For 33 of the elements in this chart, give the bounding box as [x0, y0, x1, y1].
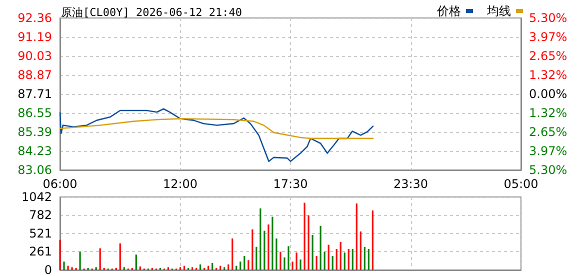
- y-tick-label: 92.36: [18, 11, 52, 25]
- chart-title: 原油[CL00Y] 2026-06-12 21:40: [61, 6, 242, 19]
- x-tick-label: 17:30: [273, 177, 308, 191]
- y-tick-label: 88.87: [18, 68, 52, 82]
- x-tick-label: 23:30: [393, 177, 428, 191]
- y2-tick-label: 2.65%: [529, 125, 568, 139]
- y-tick-label: 86.55: [18, 106, 52, 120]
- x-tick-label: 05:00: [504, 177, 538, 191]
- y-tick-label: 0: [44, 263, 52, 276]
- y-tick-label: 84.23: [18, 144, 52, 158]
- y-tick-label: 1042: [21, 190, 52, 204]
- y2-tick-label: 5.30%: [529, 11, 568, 25]
- line-series: [59, 118, 374, 140]
- y2-tick-label: 1.32%: [529, 106, 568, 120]
- y2-tick-label: 2.65%: [529, 49, 568, 63]
- y2-tick-label: 0.00%: [529, 87, 568, 101]
- y-tick-label: 90.03: [18, 49, 52, 64]
- y-tick-label: 83.06: [18, 163, 52, 177]
- y2-tick-label: 5.30%: [529, 163, 568, 177]
- y-tick-label: 782: [29, 208, 52, 222]
- x-tick-label: 12:00: [162, 177, 198, 191]
- y2-tick-label: 3.97%: [529, 30, 568, 44]
- y2-tick-label: 3.97%: [529, 144, 568, 158]
- y-tick-label: 521: [29, 226, 52, 240]
- legend-label: 均线: [486, 4, 511, 18]
- legend-label: 价格: [436, 4, 461, 18]
- y-tick-label: 85.39: [18, 124, 52, 139]
- y-tick-label: 87.71: [18, 87, 52, 101]
- y2-tick-label: 1.32%: [529, 68, 568, 82]
- y-tick-label: 91.19: [18, 30, 52, 44]
- y-tick-label: 261: [29, 244, 52, 259]
- x-tick-label: 06:00: [42, 177, 78, 191]
- line-series: [59, 108, 374, 162]
